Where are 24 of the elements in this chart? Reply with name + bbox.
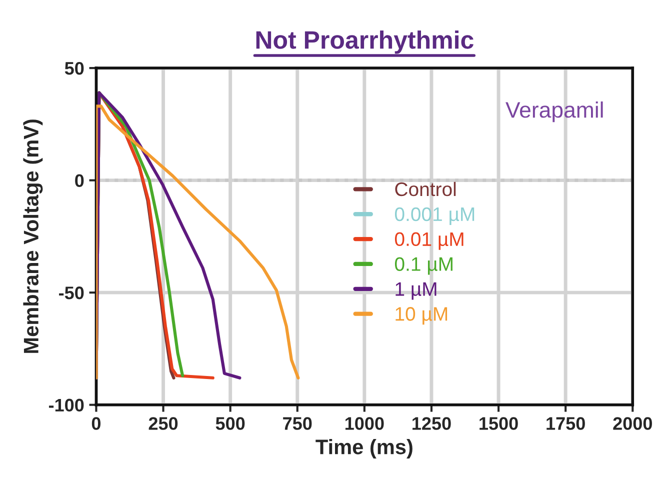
- y-tick-label: 50: [64, 62, 84, 75]
- x-tick-label: 250: [148, 417, 178, 430]
- x-axis-title: Time (ms): [316, 439, 412, 458]
- y-axis-title: Membrane Voltage (mV): [23, 120, 43, 353]
- y-tick-label: -100: [48, 398, 84, 412]
- x-tick-label: 1250: [412, 417, 451, 430]
- line-series: [96, 104, 300, 380]
- y-tick-label: -50: [59, 286, 84, 300]
- chart-title: Not Proarrhythmic: [256, 30, 474, 54]
- legend-label: 0.001 µM: [394, 207, 474, 225]
- legend-label: 1 µM: [396, 282, 436, 300]
- legend-label: Control: [395, 182, 456, 196]
- legend-label: 10 µM: [396, 307, 448, 325]
- legend-label: 0.1 µM: [394, 257, 452, 275]
- annotation: Verapamil: [506, 101, 603, 122]
- x-tick-label: 0: [92, 417, 100, 430]
- legend-label: 0.01 µM: [394, 232, 464, 250]
- x-tick-label: 2000: [613, 417, 652, 430]
- x-tick-label: 1500: [480, 417, 518, 430]
- x-tick-label: 1000: [345, 417, 384, 430]
- x-tick-label: 500: [216, 417, 245, 430]
- y-tick-label: 0: [75, 174, 84, 188]
- x-tick-label: 1750: [546, 417, 585, 430]
- x-tick-label: 750: [283, 417, 312, 430]
